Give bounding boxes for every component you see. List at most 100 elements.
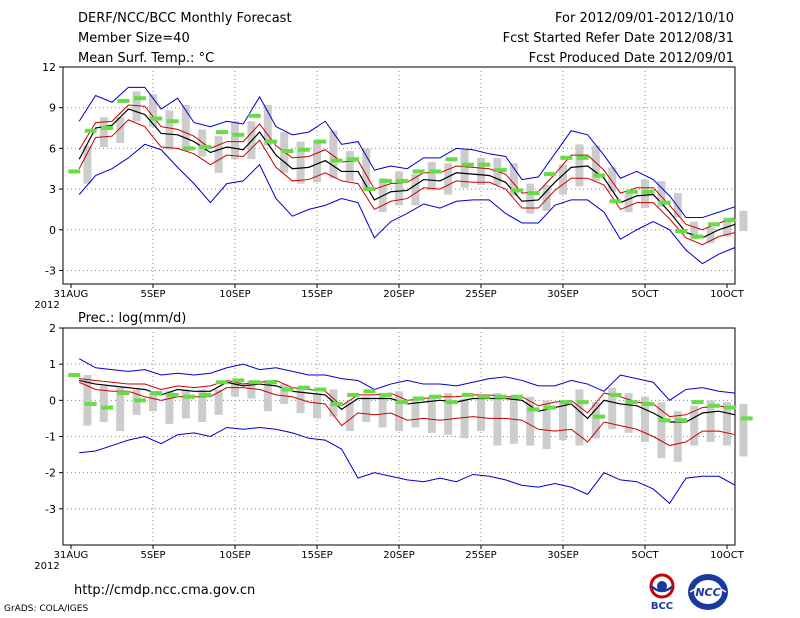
ensemble-marker [642, 401, 655, 406]
ensemble-marker [707, 222, 720, 227]
ensemble-box [395, 171, 403, 206]
ensemble-box [427, 396, 436, 433]
ensemble-marker [199, 145, 212, 150]
ensemble-marker [543, 405, 556, 410]
y-tick-label: 3 [49, 183, 56, 196]
ensemble-marker [330, 158, 343, 163]
ensemble-marker [642, 189, 655, 194]
ensemble-marker [593, 173, 606, 178]
ensemble-marker [297, 385, 310, 390]
y-tick-label: 2 [49, 322, 56, 335]
ensemble-marker [609, 392, 622, 397]
ensemble-box [673, 411, 682, 462]
ensemble-marker [68, 373, 81, 378]
ensemble-marker [494, 168, 507, 173]
ensemble-box [378, 393, 387, 428]
y-tick-label: 6 [49, 142, 56, 155]
x-tick-label: 20SEP [383, 289, 414, 300]
ensemble-box [231, 382, 239, 397]
ensemble-box [280, 384, 289, 404]
ensemble-marker [183, 394, 196, 399]
x-tick-label: 10SEP [219, 289, 250, 300]
ensemble-marker [265, 139, 278, 144]
ensemble-marker [412, 169, 425, 174]
ensemble-marker [150, 116, 163, 121]
ensemble-box [83, 375, 92, 426]
forecast-period-label: For 2012/09/01-2012/10/10 [555, 11, 734, 26]
ensemble-marker [166, 119, 179, 124]
ensemble-box [214, 389, 223, 415]
ensemble-marker [740, 416, 753, 421]
source-url[interactable]: http://cmdp.ncc.cma.gov.cn [74, 583, 256, 598]
ensemble-marker [478, 394, 491, 399]
ensemble-marker [511, 394, 524, 399]
ensemble-marker [232, 132, 245, 137]
ensemble-marker [199, 392, 212, 397]
chart-panel-2: -3 -2 -1 0 1 2 31AUG 5SEP 10SEP 15SEP 20SEP 25SEP 30… [34, 311, 753, 572]
ensemble-marker [461, 162, 474, 167]
ensemble-marker [707, 403, 720, 408]
ensemble-marker [117, 98, 130, 103]
ensemble-box [575, 389, 584, 446]
header-right: For 2012/09/01-2012/10/10 Fcst Started R… [503, 11, 734, 71]
y-tick-label: 1 [49, 358, 56, 371]
ensemble-marker [576, 155, 589, 160]
ensemble-box [493, 393, 502, 446]
member-size-label: Member Size=40 [78, 31, 190, 46]
ensemble-marker [576, 400, 589, 405]
ensemble-box [624, 393, 633, 433]
ensemble-box [641, 179, 649, 209]
ensemble-marker [527, 407, 540, 412]
ensemble-box [477, 394, 485, 432]
year-label: 2012 [34, 561, 59, 572]
ensemble-marker [232, 378, 245, 383]
ensemble-marker [133, 398, 146, 403]
ensemble-marker [724, 218, 737, 223]
ensemble-box [116, 387, 125, 432]
ensemble-marker [593, 414, 606, 419]
ensemble-marker [658, 418, 671, 423]
ensemble-box [116, 117, 125, 143]
ensemble-box [329, 130, 338, 179]
ensemble-marker [527, 191, 540, 196]
ensemble-box [739, 210, 748, 232]
x-tick-label: 15SEP [301, 550, 332, 561]
ensemble-box [641, 396, 649, 442]
min-line [78, 143, 736, 265]
ensemble-box [575, 144, 584, 187]
ensemble-box [247, 380, 256, 399]
x-tick-label: 31AUG [54, 289, 89, 300]
ensemble-marker [133, 96, 146, 101]
ensemble-box [657, 180, 666, 207]
ensemble-box [509, 396, 518, 444]
ensemble-marker [150, 391, 163, 396]
ensemble-box [345, 402, 354, 432]
x-tick-label: 5OCT [631, 289, 659, 300]
ensemble-box [559, 164, 567, 195]
ensemble-box [313, 140, 321, 183]
spread-lower-line [78, 119, 736, 246]
ensemble-marker [691, 234, 704, 239]
x-tick-label: 10SEP [219, 550, 250, 561]
ensemble-marker [658, 200, 671, 205]
ensemble-box [739, 403, 748, 457]
ensemble-marker [543, 172, 556, 177]
x-tick-label: 31AUG [54, 550, 89, 561]
x-tick-label: 15SEP [301, 289, 332, 300]
bcc-logo: BCC [649, 573, 675, 612]
ensemble-box [460, 149, 469, 188]
ensemble-box [362, 396, 371, 423]
x-tick-label: 25SEP [465, 289, 496, 300]
ensemble-box [723, 402, 731, 446]
x-tick-label: 10OCT [710, 550, 745, 561]
ensemble-marker [379, 392, 392, 397]
ensemble-marker [560, 155, 573, 160]
ensemble-box [214, 136, 223, 173]
ensemble-box [165, 391, 174, 424]
ensemble-marker [625, 189, 638, 194]
ensemble-box [444, 163, 453, 195]
x-tick-label: 20SEP [383, 550, 414, 561]
ensemble-box [132, 91, 141, 122]
ensemble-marker [347, 157, 360, 162]
x-tick-label: 25SEP [465, 550, 496, 561]
